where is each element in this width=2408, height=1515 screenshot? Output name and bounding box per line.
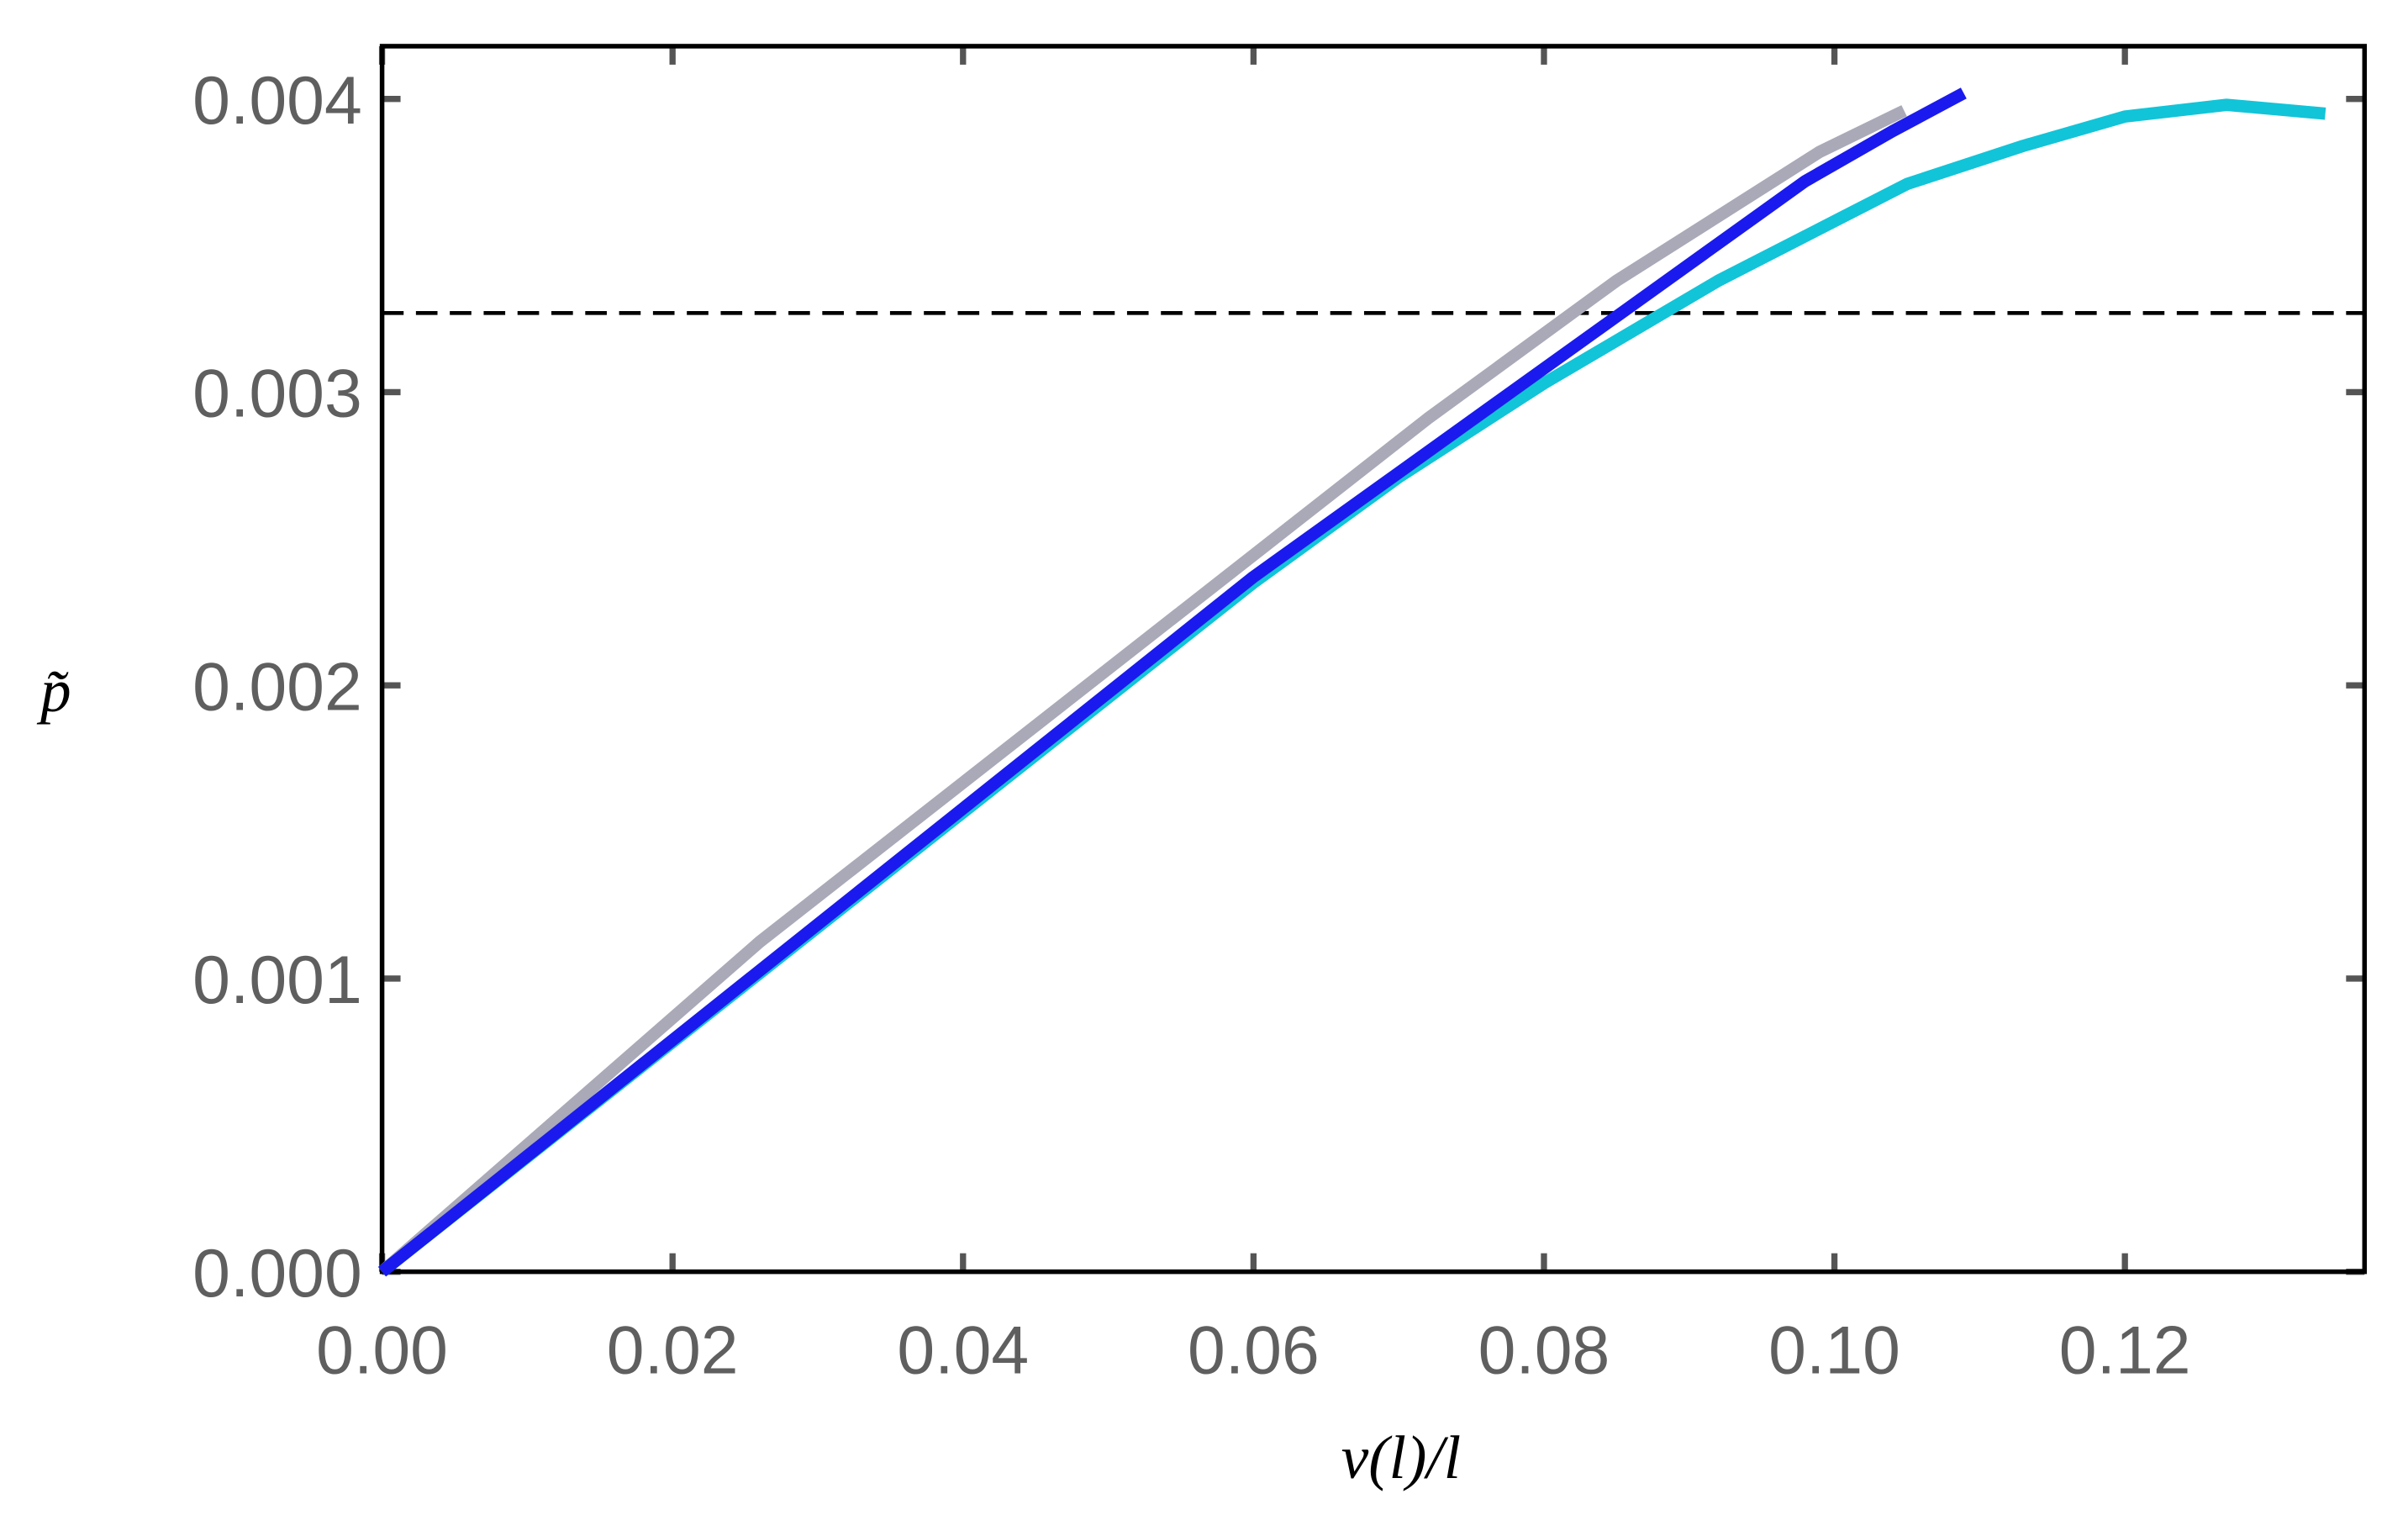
y-tick-label: 0.002 (192, 649, 362, 725)
series-line (377, 105, 1907, 1277)
x-tick-label: 0.00 (316, 1313, 448, 1389)
x-tick-label: 0.10 (1768, 1313, 1900, 1389)
series-line (378, 98, 2326, 1277)
plot-frame (379, 44, 2368, 1275)
x-axis-label: v(l)/l (1341, 1423, 1461, 1491)
y-tick-label: 0.004 (192, 63, 362, 139)
y-tick-label: 0.003 (192, 356, 362, 432)
x-tick-label: 0.12 (2059, 1313, 2191, 1389)
series-line (378, 87, 1967, 1277)
x-tick-label: 0.02 (607, 1313, 739, 1389)
y-tick-label: 0.000 (192, 1236, 362, 1312)
x-tick-label: 0.04 (897, 1313, 1029, 1389)
x-tick-label: 0.06 (1188, 1313, 1320, 1389)
y-tick-label: 0.001 (192, 942, 362, 1018)
x-tick-label: 0.08 (1478, 1313, 1610, 1389)
y-axis-label: p̃ (36, 657, 71, 725)
